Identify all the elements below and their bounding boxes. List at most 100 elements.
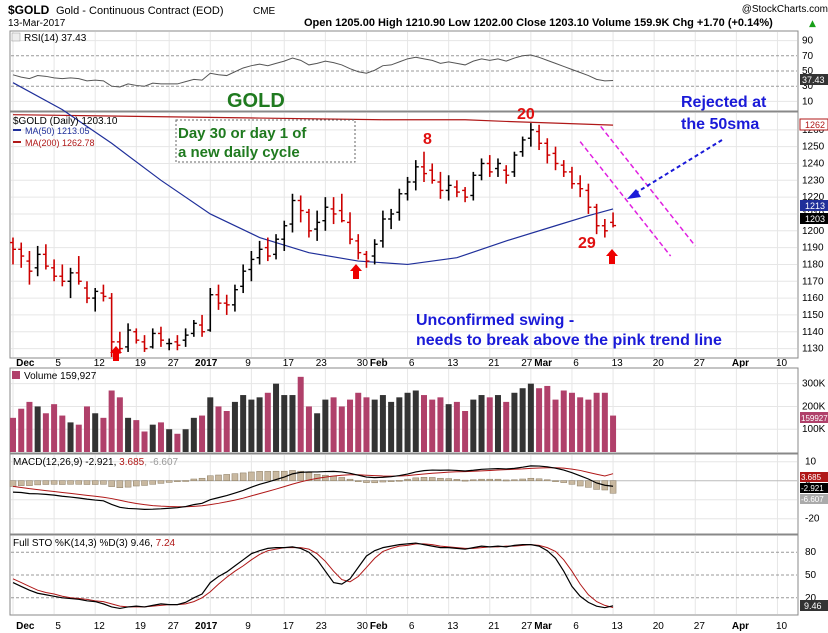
ohlc-bar bbox=[190, 319, 197, 337]
ohlc-bar bbox=[305, 208, 312, 238]
volume-bars bbox=[10, 376, 617, 452]
ohlc-bar bbox=[215, 284, 222, 310]
volume-bar bbox=[470, 399, 477, 452]
ohlc-bar bbox=[412, 160, 419, 191]
cycle-count-29: 29 bbox=[578, 235, 596, 252]
sto-tick-label: 80 bbox=[805, 547, 817, 558]
volume-bar bbox=[503, 401, 510, 452]
volume-bar bbox=[67, 422, 74, 452]
macd-histogram-bar bbox=[511, 479, 518, 481]
ohlc-bar bbox=[453, 180, 460, 198]
ohlc-bar bbox=[355, 234, 362, 260]
x-axis-label: Dec bbox=[16, 621, 35, 632]
price-gridlines bbox=[11, 113, 797, 357]
x-axis-label: 6 bbox=[573, 358, 579, 369]
x-axis-label: 12 bbox=[94, 621, 106, 632]
ma200-legend-swatch bbox=[13, 141, 21, 143]
x-axis-label: 30 bbox=[357, 621, 369, 632]
ohlc-summary: Open 1205.00 High 1210.90 Low 1202.00 Cl… bbox=[304, 17, 773, 29]
macd-histogram-bar bbox=[215, 474, 222, 481]
volume-bar bbox=[478, 395, 485, 452]
volume-bar bbox=[412, 390, 419, 452]
macd-histogram-bar bbox=[560, 480, 567, 483]
volume-bar bbox=[51, 404, 58, 452]
macd-histogram-bar bbox=[165, 480, 173, 483]
x-axis-label: 21 bbox=[488, 358, 500, 369]
volume-bar bbox=[314, 413, 321, 452]
x-axis-label: 27 bbox=[694, 358, 706, 369]
macd-histogram-bar bbox=[264, 471, 272, 481]
volume-bar bbox=[141, 431, 148, 452]
rsi-axis-ticks: 90 70 50 30 10 bbox=[802, 36, 814, 108]
up-arrow-icon bbox=[350, 264, 362, 279]
macd-histogram-bar bbox=[272, 470, 280, 481]
price-ohlc-bars bbox=[10, 123, 617, 357]
ohlc-bar bbox=[363, 250, 370, 268]
macd-histogram-bar bbox=[371, 480, 378, 484]
macd-histogram-bar bbox=[346, 478, 354, 481]
volume-bar bbox=[577, 397, 584, 452]
rsi-panel: 90 70 50 30 10 RSI(14) 37.43 37.43 bbox=[9, 30, 828, 112]
volume-bar bbox=[355, 392, 362, 452]
macd-histogram-bar bbox=[568, 480, 576, 485]
ma200-badge-bg bbox=[799, 118, 828, 131]
volume-bar bbox=[18, 408, 25, 452]
x-axis-label: 13 bbox=[447, 358, 459, 369]
volume-bar bbox=[486, 397, 493, 452]
ohlc-bar bbox=[494, 158, 501, 177]
ohlc-bar bbox=[429, 163, 436, 184]
price-tick-label: 1230 bbox=[802, 175, 825, 186]
macd-histogram-bar bbox=[133, 480, 140, 487]
volume-bar bbox=[347, 399, 354, 452]
volume-bar bbox=[437, 397, 444, 452]
rejected-note-line1: Rejected at bbox=[681, 94, 767, 111]
rejected-arrow-line bbox=[633, 139, 723, 195]
chart-header: $GOLD Gold - Continuous Contract (EOD) C… bbox=[8, 3, 828, 29]
close-badge: 1203 bbox=[805, 214, 825, 224]
volume-bar bbox=[281, 395, 288, 452]
macd-histogram-bar bbox=[519, 478, 526, 481]
ohlc-bar bbox=[478, 158, 485, 181]
volume-bar bbox=[593, 392, 600, 452]
rsi-tick-label: 50 bbox=[802, 66, 814, 77]
x-axis-label: 19 bbox=[135, 358, 147, 369]
macd-histogram-bar bbox=[239, 472, 247, 481]
volume-bar bbox=[75, 424, 82, 452]
x-axis-label: 27 bbox=[521, 621, 533, 632]
macd-hist-badge: -6.607 bbox=[801, 495, 824, 504]
rsi-tick-label: 70 bbox=[802, 51, 814, 62]
volume-bar bbox=[568, 392, 575, 452]
ohlc-bar bbox=[42, 244, 49, 270]
ohlc-bar bbox=[75, 256, 82, 285]
ma200-legend-label: MA(200) 1262.78 bbox=[25, 138, 95, 148]
macd-histogram-bar bbox=[116, 480, 124, 488]
rsi-last-badge-bg bbox=[800, 74, 828, 85]
ohlc-bar bbox=[379, 210, 386, 248]
ma50-legend-swatch bbox=[13, 129, 21, 131]
price-tick-label: 1140 bbox=[802, 327, 824, 338]
close-badge-bg bbox=[800, 213, 828, 224]
macd-histogram-bar bbox=[445, 478, 452, 481]
price-panel: 1260125012401230122012101200119011801170… bbox=[9, 82, 828, 361]
sto-k-line bbox=[12, 542, 614, 610]
swing-note-line2: needs to break above the pink trend line bbox=[416, 332, 722, 349]
ohlc-bar bbox=[256, 240, 263, 265]
price-tick-label: 1180 bbox=[802, 259, 824, 270]
x-axis-label: Mar bbox=[534, 358, 552, 369]
volume-bar bbox=[182, 429, 189, 452]
x-axis-label: 23 bbox=[316, 358, 328, 369]
macd-histogram-bar bbox=[478, 478, 485, 481]
ohlc-bar bbox=[199, 314, 206, 337]
ohlc-bar bbox=[470, 171, 477, 201]
ohlc-bar bbox=[248, 250, 255, 282]
sto-gridlines bbox=[11, 536, 797, 614]
volume-bar bbox=[519, 388, 526, 452]
volume-bar bbox=[42, 413, 49, 452]
macd-histogram-bar bbox=[453, 479, 461, 481]
x-axis-label: 17 bbox=[283, 621, 295, 632]
x-axis-label: 27 bbox=[168, 621, 180, 632]
ohlc-bar bbox=[601, 219, 608, 238]
rsi-last-badge: 37.43 bbox=[802, 75, 825, 85]
x-axis-label: 20 bbox=[653, 621, 665, 632]
volume-panel: 300K 200K 100K Volume 159,927 159927 bbox=[9, 367, 828, 454]
